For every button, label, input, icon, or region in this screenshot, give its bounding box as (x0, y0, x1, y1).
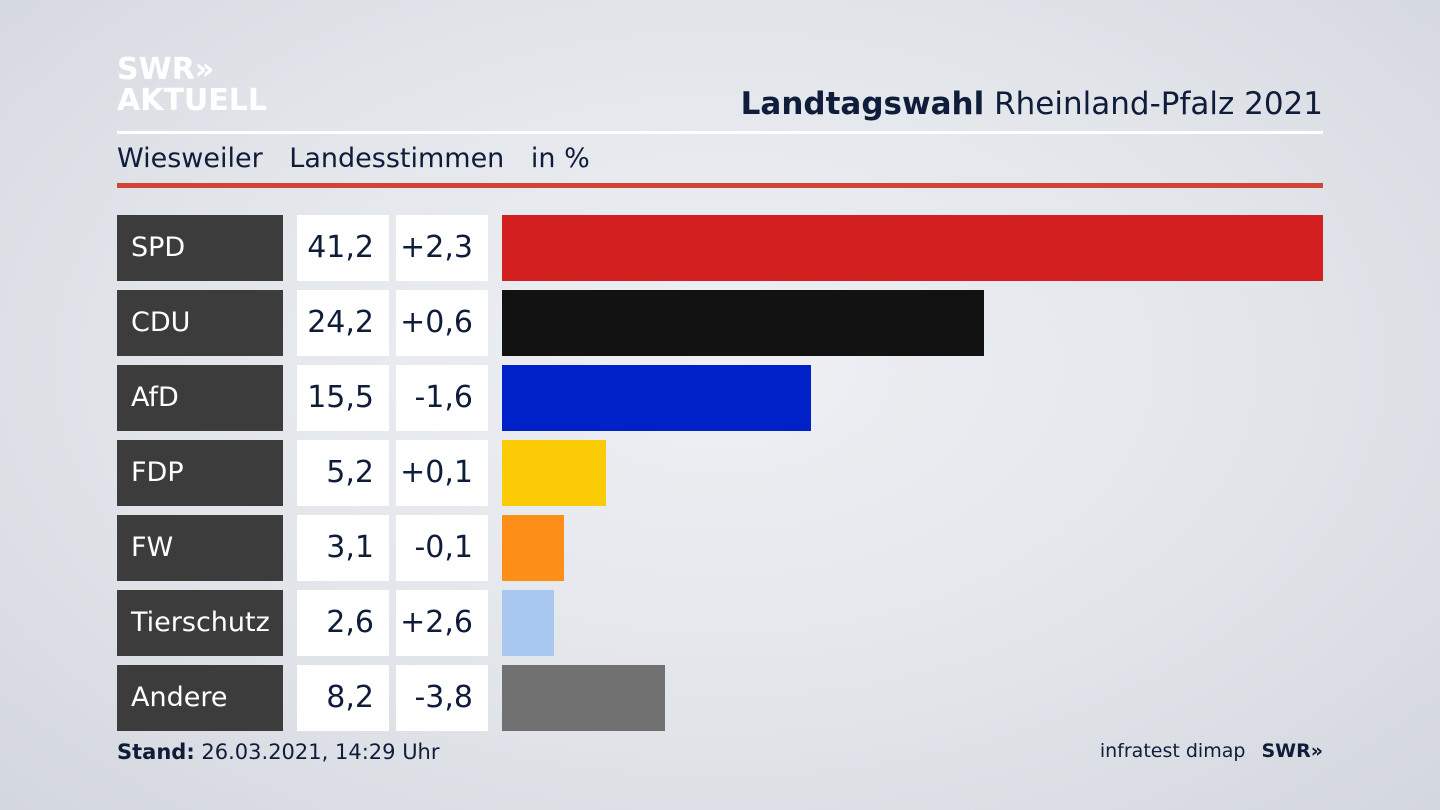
chart-subtitle: Wiesweiler Landesstimmen in % (117, 143, 608, 174)
vote-share-value: 2,6 (297, 590, 389, 656)
vote-share-value: 8,2 (297, 665, 389, 731)
vote-share-value: 3,1 (297, 515, 389, 581)
change-value: -1,6 (396, 365, 488, 431)
source-credit: infratest dimap SWR» (1100, 740, 1323, 762)
vote-share-value: 24,2 (297, 290, 389, 356)
logo-line-1: SWR» (117, 52, 215, 87)
change-value: -3,8 (396, 665, 488, 731)
bar-spd (502, 215, 1323, 281)
party-label: SPD (117, 215, 283, 281)
party-label: FDP (117, 440, 283, 506)
title-rest: Rheinland-Pfalz 2021 (994, 86, 1323, 122)
bar-tierschutz (502, 590, 554, 656)
page-title: Landtagswahl Rheinland-Pfalz 2021 (741, 86, 1323, 122)
party-label: Andere (117, 665, 283, 731)
vote-share-value: 15,5 (297, 365, 389, 431)
party-label: CDU (117, 290, 283, 356)
change-value: -0,1 (396, 515, 488, 581)
party-label: FW (117, 515, 283, 581)
logo-line-2: AKTUELL (117, 83, 268, 118)
bar-fdp (502, 440, 606, 506)
bar-andere (502, 665, 665, 731)
result-row-afd: AfD 15,5 -1,6 (117, 365, 1323, 431)
change-value: +0,1 (396, 440, 488, 506)
stand-value: 26.03.2021, 14:29 Uhr (201, 740, 440, 764)
swr-aktuell-logo: SWR» AKTUELL (117, 54, 267, 116)
result-row-fw: FW 3,1 -0,1 (117, 515, 1323, 581)
subtitle-measure: Landesstimmen (289, 143, 505, 174)
header-divider (117, 131, 1323, 134)
result-row-cdu: CDU 24,2 +0,6 (117, 290, 1323, 356)
result-row-andere: Andere 8,2 -3,8 (117, 665, 1323, 731)
party-label: AfD (117, 365, 283, 431)
stand-label: Stand: (117, 740, 195, 764)
subtitle-unit: in % (530, 143, 590, 174)
swr-brand-logo: SWR» (1261, 740, 1323, 762)
timestamp: Stand: 26.03.2021, 14:29 Uhr (117, 740, 440, 764)
result-row-tierschutz: Tierschutz 2,6 +2,6 (117, 590, 1323, 656)
bar-cdu (502, 290, 984, 356)
title-bold: Landtagswahl (740, 86, 985, 122)
change-value: +2,3 (396, 215, 488, 281)
bar-fw (502, 515, 564, 581)
vote-share-value: 5,2 (297, 440, 389, 506)
change-value: +2,6 (396, 590, 488, 656)
result-row-fdp: FDP 5,2 +0,1 (117, 440, 1323, 506)
result-row-spd: SPD 41,2 +2,3 (117, 215, 1323, 281)
party-label: Tierschutz (117, 590, 283, 656)
subtitle-place: Wiesweiler (117, 143, 263, 174)
change-value: +0,6 (396, 290, 488, 356)
vote-share-value: 41,2 (297, 215, 389, 281)
source-name: infratest dimap (1099, 740, 1246, 762)
bar-afd (502, 365, 811, 431)
accent-divider (117, 183, 1323, 188)
